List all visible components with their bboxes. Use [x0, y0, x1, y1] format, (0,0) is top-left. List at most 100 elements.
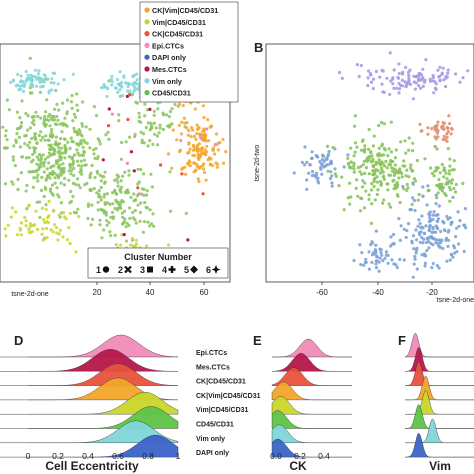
- panel-a-point: [18, 226, 22, 230]
- panel-b-point: [375, 254, 379, 259]
- panel-b-point: [320, 158, 324, 162]
- panel-a-legend: CK|Vim|CD45/CD31 Vim|CD45/CD31 CK|CD45/CD3…: [139, 1, 239, 103]
- panel-b-point: [355, 145, 359, 149]
- panel-b-point: [381, 90, 385, 94]
- panel-b-point: [380, 144, 384, 148]
- panel-a-point: [108, 230, 112, 234]
- panel-a-point: [125, 221, 129, 225]
- panel-a-point: [45, 98, 49, 102]
- panel-a-point: [118, 189, 122, 193]
- panel-a-point: [4, 134, 8, 138]
- panel-b-point: [403, 164, 407, 168]
- panel-a-point: [80, 164, 84, 168]
- panel-a-point: [106, 130, 110, 134]
- panel-b-point: [398, 200, 402, 205]
- panel-b-point: [370, 182, 374, 186]
- panel-a-point: [41, 153, 45, 157]
- panel-b-point: [346, 156, 350, 160]
- panel-a-point: [106, 124, 111, 128]
- panel-b-point: [380, 253, 384, 257]
- panel-a-point: [24, 189, 28, 193]
- panel-a-point: [115, 173, 119, 177]
- panel-b-point: [358, 243, 362, 247]
- panel-a-point: [166, 152, 171, 156]
- panel-b-point: [330, 184, 334, 188]
- panel-a-point: [85, 141, 89, 145]
- panel-a-point: [68, 163, 72, 167]
- panel-a-point: [120, 140, 124, 145]
- panel-a-point: [16, 187, 20, 192]
- panel-b-point: [441, 246, 445, 251]
- panel-a-point: [102, 175, 106, 179]
- panel-b-point: [407, 148, 411, 152]
- panel-b-point: [447, 169, 451, 173]
- panel-b-point: [340, 76, 344, 80]
- legend-marker: [144, 30, 150, 37]
- panel-a-point: [122, 74, 126, 78]
- panel-a-point: [196, 143, 200, 147]
- panel-b-point: [373, 198, 377, 202]
- panel-a-point: [105, 223, 109, 227]
- panel-b-point: [443, 138, 448, 142]
- panel-a-point: [128, 135, 132, 139]
- panel-a-point: [52, 223, 57, 227]
- panel-b-point: [427, 246, 431, 250]
- panel-b-point: [430, 171, 434, 176]
- panel-b-point: [303, 163, 307, 167]
- panel-a-point: [145, 244, 149, 248]
- panel-a-point: [158, 123, 162, 127]
- panel-b-point: [437, 74, 442, 78]
- panel-a-point: [56, 82, 60, 86]
- panel-d-xlabel: Cell Eccentricity: [45, 459, 139, 473]
- panel-a-point: [77, 163, 81, 168]
- panel-b-point: [404, 174, 408, 178]
- panel-b-point: [426, 184, 430, 188]
- legend-label: Vim only: [152, 77, 182, 86]
- panel-b-point: [408, 208, 412, 212]
- panel-a-point: [35, 141, 39, 145]
- panel-b-point: [346, 196, 350, 200]
- panel-a-point: [131, 91, 135, 95]
- panel-a-point: [20, 155, 24, 159]
- panel-a-point: [80, 122, 84, 126]
- panel-a-point: [187, 128, 191, 133]
- panel-b-point: [375, 192, 379, 197]
- panel-a-point: [103, 180, 107, 184]
- panel-b-point: [355, 178, 359, 182]
- panel-f-ridge-2: [405, 361, 474, 386]
- panel-a-point: [36, 179, 40, 183]
- panel-b-point: [433, 128, 437, 132]
- panel-b-point: [422, 237, 426, 241]
- panel-a-point: [58, 153, 62, 157]
- panel-a-point: [158, 126, 162, 130]
- panel-a-point: [42, 164, 46, 168]
- panel-b-point: [441, 66, 445, 70]
- panel-b-point: [386, 182, 390, 186]
- panel-a-point: [20, 99, 24, 103]
- panel-b-point: [434, 202, 438, 206]
- panel-a-point: [7, 108, 11, 112]
- panel-b-point: [456, 242, 461, 246]
- panel-a-point: [214, 132, 219, 136]
- panel-a-point: [38, 215, 42, 220]
- panel-b-point: [352, 161, 356, 165]
- panel-b-point: [448, 157, 452, 161]
- panel-a-point: [24, 156, 29, 160]
- legend-marker: [144, 90, 150, 96]
- panel-f-ridge-3: [405, 375, 474, 401]
- panel-a-point: [126, 89, 130, 93]
- panel-a-point: [28, 224, 32, 229]
- panel-b-point: [390, 258, 394, 262]
- panel-b-point: [320, 163, 324, 167]
- panel-a-point: [16, 177, 20, 181]
- panel-b-point: [429, 166, 433, 170]
- panel-b-point: [322, 154, 326, 158]
- panel-b-point: [451, 195, 455, 199]
- panel-b-point: [445, 125, 449, 130]
- panel-a-point: [70, 168, 74, 172]
- panel-b-point: [433, 125, 437, 129]
- panel-b-point: [427, 188, 431, 192]
- panel-a-point: [198, 132, 202, 136]
- panel-a-point: [15, 110, 19, 114]
- row-label: CK|CD45/CD31: [196, 379, 246, 386]
